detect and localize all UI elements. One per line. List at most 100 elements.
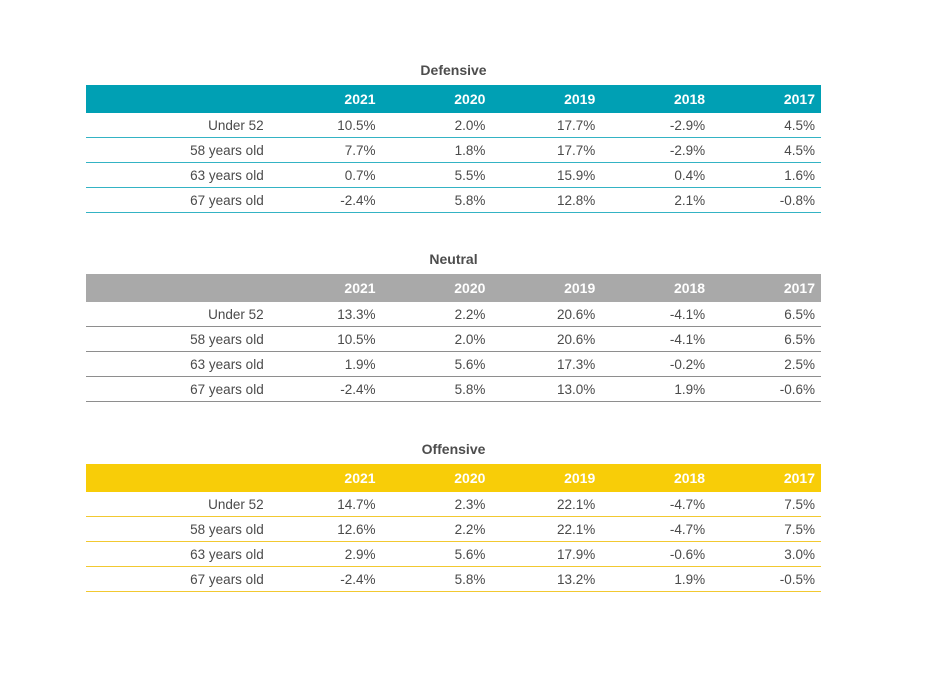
year-header: 2019 — [491, 274, 602, 302]
cell-value: 10.5% — [271, 113, 382, 138]
cell-value: 7.5% — [711, 516, 821, 542]
header-row: 2021 2020 2019 2018 2017 — [86, 464, 821, 492]
cell-value: -2.4% — [271, 187, 382, 213]
table-row: Under 52 13.3% 2.2% 20.6% -4.1% 6.5% — [86, 302, 821, 327]
cell-value: 2.0% — [381, 326, 492, 352]
header-blank — [86, 464, 272, 492]
cell-value: 13.3% — [271, 302, 382, 327]
cell-value: 12.6% — [271, 516, 382, 542]
table-row: 58 years old 7.7% 1.8% 17.7% -2.9% 4.5% — [86, 137, 821, 163]
cell-value: 6.5% — [711, 302, 821, 327]
cell-value: -4.1% — [601, 326, 712, 352]
defensive-table: 2021 2020 2019 2018 2017 Under 52 10.5% … — [86, 85, 821, 213]
cell-value: 17.9% — [491, 541, 602, 567]
row-label: Under 52 — [86, 113, 272, 138]
cell-value: -4.1% — [601, 302, 712, 327]
year-header: 2017 — [711, 464, 821, 492]
section-title: Neutral — [429, 251, 478, 267]
cell-value: -2.4% — [271, 376, 382, 402]
cell-value: 17.7% — [491, 113, 602, 138]
cell-value: 2.9% — [271, 541, 382, 567]
year-header: 2018 — [601, 274, 712, 302]
year-header: 2019 — [491, 464, 602, 492]
table-row: Under 52 14.7% 2.3% 22.1% -4.7% 7.5% — [86, 492, 821, 517]
table-row: 63 years old 2.9% 5.6% 17.9% -0.6% 3.0% — [86, 541, 821, 567]
cell-value: 14.7% — [271, 492, 382, 517]
cell-value: 5.8% — [381, 376, 492, 402]
cell-value: 20.6% — [491, 326, 602, 352]
year-header: 2018 — [601, 85, 712, 113]
header-blank — [86, 274, 272, 302]
cell-value: 5.8% — [381, 187, 492, 213]
header-row: 2021 2020 2019 2018 2017 — [86, 274, 821, 302]
cell-value: 4.5% — [711, 113, 821, 138]
table-row: 63 years old 1.9% 5.6% 17.3% -0.2% 2.5% — [86, 351, 821, 377]
year-header: 2021 — [271, 85, 382, 113]
year-header: 2020 — [381, 85, 492, 113]
row-label: 63 years old — [86, 162, 272, 188]
cell-value: 12.8% — [491, 187, 602, 213]
table-row: 67 years old -2.4% 5.8% 12.8% 2.1% -0.8% — [86, 187, 821, 213]
cell-value: 1.8% — [381, 137, 492, 163]
cell-value: 0.7% — [271, 162, 382, 188]
table-row: Under 52 10.5% 2.0% 17.7% -2.9% 4.5% — [86, 113, 821, 138]
cell-value: 5.6% — [381, 351, 492, 377]
cell-value: 0.4% — [601, 162, 712, 188]
year-header: 2019 — [491, 85, 602, 113]
cell-value: -0.5% — [711, 566, 821, 592]
cell-value: 22.1% — [491, 516, 602, 542]
cell-value: 10.5% — [271, 326, 382, 352]
year-header: 2020 — [381, 464, 492, 492]
table-row: 58 years old 12.6% 2.2% 22.1% -4.7% 7.5% — [86, 516, 821, 542]
row-label: 67 years old — [86, 566, 272, 592]
cell-value: 7.7% — [271, 137, 382, 163]
section-title: Offensive — [421, 441, 486, 457]
cell-value: 17.3% — [491, 351, 602, 377]
cell-value: -2.9% — [601, 113, 712, 138]
row-label: 67 years old — [86, 187, 272, 213]
row-label: Under 52 — [86, 302, 272, 327]
cell-value: 2.2% — [381, 302, 492, 327]
cell-value: 1.9% — [601, 566, 712, 592]
table-row: 58 years old 10.5% 2.0% 20.6% -4.1% 6.5% — [86, 326, 821, 352]
cell-value: 22.1% — [491, 492, 602, 517]
cell-value: 2.5% — [711, 351, 821, 377]
cell-value: 20.6% — [491, 302, 602, 327]
cell-value: 3.0% — [711, 541, 821, 567]
row-label: Under 52 — [86, 492, 272, 517]
cell-value: 2.3% — [381, 492, 492, 517]
year-header: 2021 — [271, 274, 382, 302]
cell-value: 5.5% — [381, 162, 492, 188]
row-label: 58 years old — [86, 516, 272, 542]
cell-value: -2.9% — [601, 137, 712, 163]
table-row: 67 years old -2.4% 5.8% 13.0% 1.9% -0.6% — [86, 376, 821, 402]
section-title: Defensive — [420, 62, 487, 78]
row-label: 63 years old — [86, 541, 272, 567]
cell-value: 2.2% — [381, 516, 492, 542]
cell-value: 13.0% — [491, 376, 602, 402]
cell-value: 17.7% — [491, 137, 602, 163]
row-label: 67 years old — [86, 376, 272, 402]
cell-value: -2.4% — [271, 566, 382, 592]
cell-value: 7.5% — [711, 492, 821, 517]
cell-value: 1.9% — [601, 376, 712, 402]
year-header: 2021 — [271, 464, 382, 492]
row-label: 58 years old — [86, 137, 272, 163]
cell-value: -4.7% — [601, 492, 712, 517]
cell-value: 4.5% — [711, 137, 821, 163]
offensive-table: 2021 2020 2019 2018 2017 Under 52 14.7% … — [86, 464, 821, 592]
cell-value: 1.6% — [711, 162, 821, 188]
cell-value: -0.2% — [601, 351, 712, 377]
cell-value: 2.1% — [601, 187, 712, 213]
cell-value: -0.8% — [711, 187, 821, 213]
cell-value: -0.6% — [601, 541, 712, 567]
cell-value: 2.0% — [381, 113, 492, 138]
cell-value: 1.9% — [271, 351, 382, 377]
header-blank — [86, 85, 272, 113]
row-label: 63 years old — [86, 351, 272, 377]
row-label: 58 years old — [86, 326, 272, 352]
year-header: 2020 — [381, 274, 492, 302]
year-header: 2017 — [711, 274, 821, 302]
cell-value: 5.6% — [381, 541, 492, 567]
year-header: 2017 — [711, 85, 821, 113]
